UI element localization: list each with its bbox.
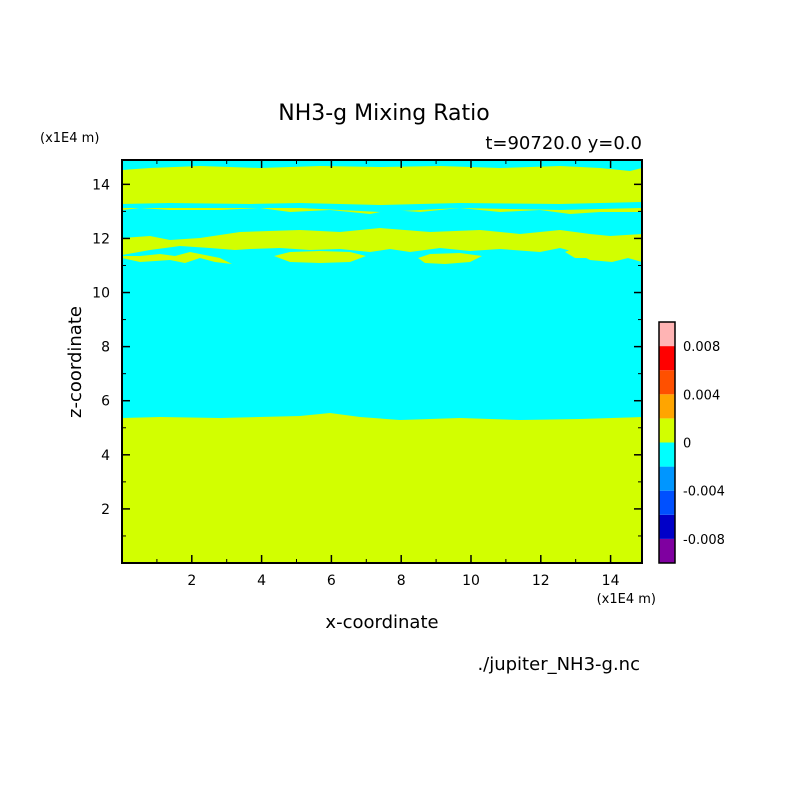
- colorbar-frame: [658, 321, 676, 564]
- y-unit-label: (x1E4 m): [40, 131, 99, 146]
- y-tick-label: 2: [101, 502, 110, 518]
- y-tick-label: 8: [101, 340, 110, 356]
- colorbar: -0.008 -0.004 0 0.004 0.008: [658, 321, 725, 564]
- contour-island-4: [565, 244, 630, 260]
- contour-island-3: [418, 253, 482, 264]
- x-axis-ticks: 2 4 6 8 10 12 14: [156, 160, 620, 589]
- colorbar-swatch: [659, 514, 675, 539]
- contour-island-2: [274, 251, 366, 263]
- colorbar-swatch: [659, 538, 675, 563]
- colorbar-tick-label: 0.004: [683, 388, 720, 403]
- x-tick-label: 4: [257, 573, 266, 589]
- colorbar-swatch: [659, 394, 675, 419]
- chart-subtitle: t=90720.0 y=0.0: [485, 133, 642, 154]
- plot-area: [121, 159, 643, 564]
- colorbar-swatch: [659, 418, 675, 443]
- plot-frame: [121, 159, 643, 564]
- colorbar-tick-label: -0.008: [683, 533, 725, 548]
- contour-strip: [122, 202, 642, 212]
- y-tick-label: 14: [92, 177, 110, 193]
- y-tick-label: 12: [92, 231, 110, 247]
- colorbar-swatch: [659, 370, 675, 395]
- x-axis-label: x-coordinate: [325, 612, 438, 633]
- x-tick-label: 8: [397, 573, 406, 589]
- x-tick-label: 6: [327, 573, 336, 589]
- colorbar-tick-label: 0: [683, 437, 691, 452]
- contour-island-1: [122, 252, 232, 264]
- colorbar-tick-label: 0.008: [683, 340, 720, 355]
- x-unit-label: (x1E4 m): [597, 592, 656, 607]
- y-axis-label: z-coordinate: [65, 306, 86, 418]
- y-axis-ticks: 2 4 6 8 10 12 14: [92, 177, 642, 537]
- x-tick-label: 2: [187, 573, 196, 589]
- colorbar-swatch: [659, 322, 675, 347]
- y-tick-label: 6: [101, 394, 110, 410]
- colorbar-swatch: [659, 490, 675, 515]
- source-label: ./jupiter_NH3-g.nc: [477, 654, 640, 675]
- colorbar-swatch: [659, 466, 675, 491]
- contour-region-negative-top: [122, 160, 642, 171]
- colorbar-swatch: [659, 346, 675, 371]
- contour-region-negative-band: [122, 208, 642, 240]
- x-tick-label: 14: [602, 573, 620, 589]
- chart-title: NH3-g Mixing Ratio: [278, 101, 490, 126]
- x-tick-label: 10: [462, 573, 480, 589]
- contour-region-negative-middle: [122, 246, 642, 420]
- y-tick-label: 10: [92, 286, 110, 302]
- colorbar-tick-label: -0.004: [683, 485, 725, 500]
- y-tick-label: 4: [101, 448, 110, 464]
- x-tick-label: 12: [532, 573, 550, 589]
- colorbar-swatch: [659, 442, 675, 467]
